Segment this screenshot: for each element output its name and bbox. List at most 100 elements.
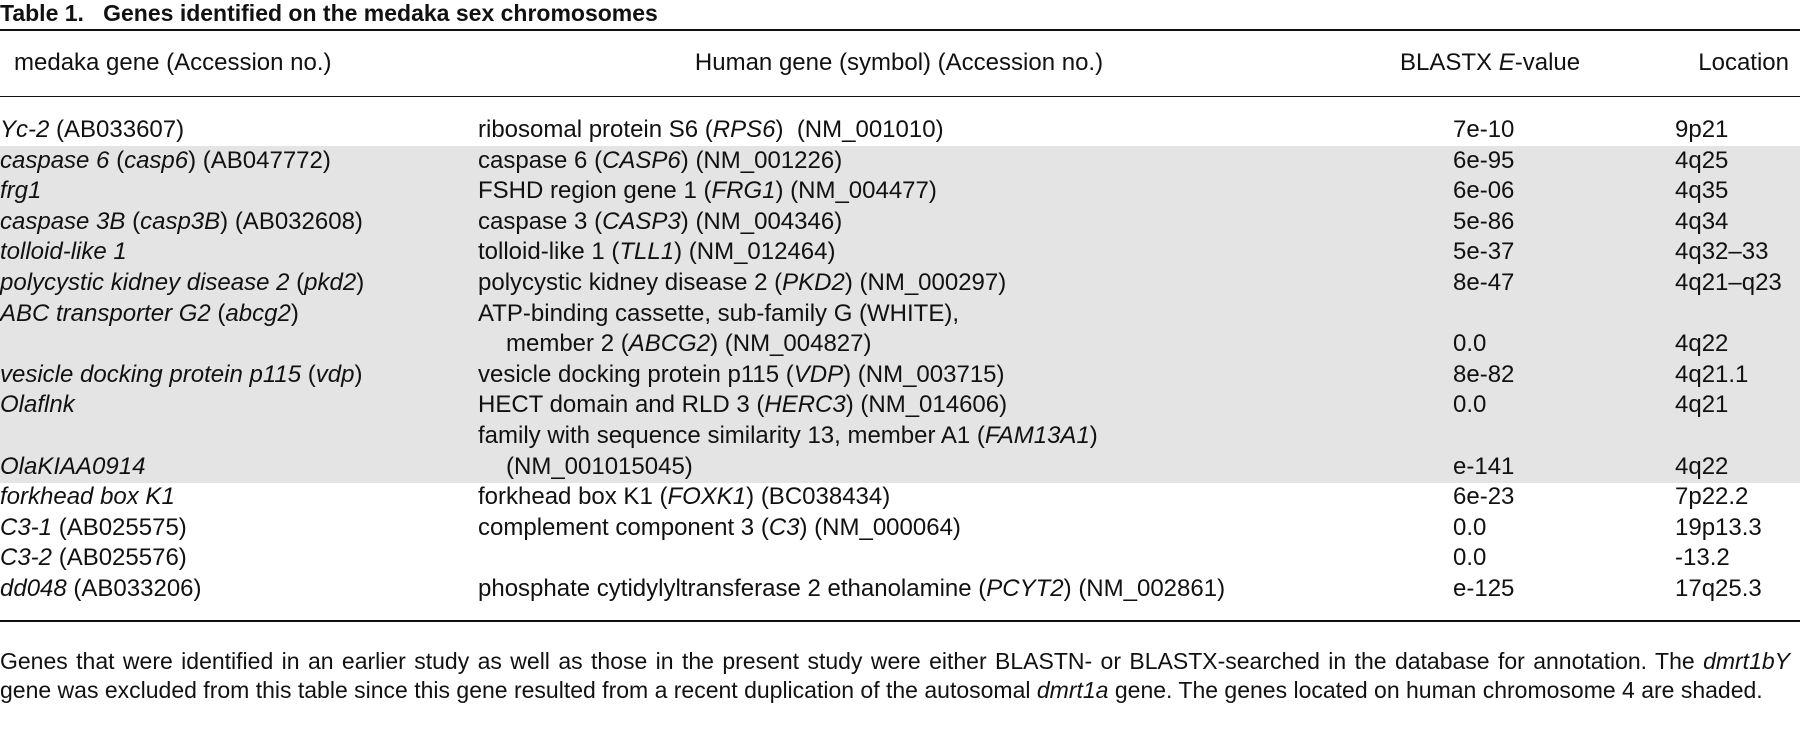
table-cell: vesicle docking protein p115 (vdp) — [0, 360, 362, 391]
text-run: ) (NM_003715) — [843, 360, 1005, 388]
text-run: FRG1 — [711, 177, 776, 205]
table-cell: tolloid-like 1 — [0, 237, 127, 268]
text-run: casp6 — [124, 146, 189, 174]
text-run: ) (NM_014606) — [845, 391, 1008, 419]
row-shading — [0, 359, 1800, 391]
text-run: ( — [301, 360, 316, 388]
text-run: caspase 3 ( — [478, 207, 603, 235]
table-cell: C3-1 (AB025575) — [0, 513, 187, 544]
row-shading — [0, 390, 1800, 422]
text-run: vesicle docking protein p115 — [0, 360, 302, 388]
table-cell: phosphate cytidylyltransferase 2 ethanol… — [478, 574, 1225, 605]
table-cell: 0.0 — [1453, 544, 1487, 572]
text-run: pkd2 — [304, 269, 357, 296]
text-run: ) — [1089, 422, 1098, 449]
text-run: HECT domain and RLD 3 ( — [478, 391, 765, 419]
table-cell: 4q21–q23 — [1675, 269, 1782, 296]
text-run: ) (NM_004827) — [710, 330, 872, 358]
text-run: ) — [290, 299, 299, 327]
table-cell: polycystic kidney disease 2 (PKD2) (NM_0… — [478, 268, 1006, 299]
table-cell: OlaKIAA0914 — [0, 452, 145, 483]
row-shading — [0, 145, 1800, 177]
table-cell: family with sequence similarity 13, memb… — [478, 421, 1098, 452]
text-run: forkhead box K1 — [0, 483, 175, 511]
table-cell: 0.0 — [1453, 330, 1487, 358]
table-cell: 19p13.3 — [1675, 513, 1762, 541]
table-cell: 6e-23 — [1453, 483, 1515, 511]
table-cell: member 2 (ABCG2) (NM_004827) — [506, 329, 871, 360]
table-cell: complement component 3 (C3) (NM_000064) — [478, 513, 961, 544]
table-cell: 8e-47 — [1453, 269, 1515, 296]
text-run: RPS6 — [712, 116, 776, 143]
text-run: BLASTX — [1400, 48, 1499, 76]
text-run: FAM13A1 — [984, 422, 1090, 449]
table-cell: 4q32–33 — [1675, 238, 1769, 266]
table-cell: 0.0 — [1453, 391, 1487, 419]
text-run: tolloid-like 1 ( — [478, 238, 620, 266]
bottom-rule — [0, 620, 1800, 622]
header-rule — [0, 96, 1800, 97]
table-cell: caspase 6 (CASP6) (NM_001226) — [478, 146, 842, 177]
table-cell: 4q22 — [1675, 330, 1729, 358]
table-cell: 4q21.1 — [1675, 360, 1749, 388]
table-cell: forkhead box K1 (FOXK1) (BC038434) — [478, 482, 890, 513]
table-cell: 7p22.2 — [1675, 483, 1749, 511]
text-run: caspase 6 — [0, 146, 110, 174]
text-run: TLL1 — [619, 238, 675, 266]
text-run: ABC transporter G2 — [0, 299, 211, 327]
table-cell: Olaflnk — [0, 390, 75, 421]
text-run: family with sequence similarity 13, memb… — [478, 422, 985, 449]
text-run: gene. The genes located on human chromos… — [1108, 677, 1763, 703]
text-run: ) (AB047772) — [188, 146, 331, 174]
text-run: gene was excluded from this table since … — [0, 677, 1037, 703]
text-run: ) (AB032608) — [220, 207, 363, 235]
text-run: caspase 6 ( — [478, 146, 603, 174]
text-run: Genes that were identified in an earlier… — [0, 648, 1704, 674]
text-run: tolloid-like 1 — [0, 238, 127, 266]
table-cell: frg1 — [0, 176, 41, 207]
row-shading — [0, 237, 1800, 269]
table-cell: tolloid-like 1 (TLL1) (NM_012464) — [478, 237, 836, 268]
table-cell: caspase 3B (casp3B) (AB032608) — [0, 207, 363, 238]
text-run: ) (NM_000064) — [799, 513, 961, 541]
text-run: CASP6 — [602, 146, 681, 174]
text-run: FSHD region gene 1 ( — [478, 177, 712, 205]
text-run: Olaflnk — [0, 391, 75, 419]
table-cell: forkhead box K1 — [0, 482, 175, 513]
text-run: OlaKIAA0914 — [0, 452, 146, 480]
table-cell: FSHD region gene 1 (FRG1) (NM_004477) — [478, 176, 937, 207]
text-run: ) (NM_001226) — [680, 146, 843, 174]
text-run: ( — [210, 299, 226, 327]
text-run: frg1 — [0, 177, 42, 205]
table-cell: e-141 — [1453, 452, 1515, 480]
text-run: ) (NM_004346) — [680, 207, 843, 235]
table-cell: C3-2 (AB025576) — [0, 543, 187, 574]
text-run: ( — [109, 146, 125, 174]
table-caption: Table 1. Genes identified on the medaka … — [0, 0, 658, 26]
table-cell: 4q35 — [1675, 177, 1729, 205]
text-run: (AB025576) — [52, 544, 187, 572]
table-cell: e-125 — [1453, 575, 1515, 602]
text-run: ) (NM_002861) — [1063, 575, 1226, 602]
text-run: VDP — [793, 360, 844, 388]
column-header: Human gene (symbol) (Accession no.) — [694, 48, 1104, 76]
table-cell: 4q34 — [1675, 207, 1729, 235]
table-cell: ATP-binding cassette, sub-family G (WHIT… — [478, 299, 960, 327]
column-header: BLASTX E-value — [1400, 48, 1580, 79]
text-run: ) (NM_012464) — [674, 238, 836, 266]
text-run: C3-2 — [0, 544, 53, 572]
text-run: casp3B — [140, 207, 221, 235]
row-shading — [0, 421, 1800, 483]
text-run: polycystic kidney disease 2 — [0, 269, 290, 296]
table-cell: polycystic kidney disease 2 (pkd2) — [0, 268, 364, 299]
row-shading — [0, 206, 1800, 238]
text-run: (AB033206) — [66, 575, 202, 602]
text-run: FOXK1 — [667, 483, 747, 511]
footnote: Genes that were identified in an earlier… — [0, 647, 1790, 705]
text-run: member 2 ( — [506, 330, 629, 358]
text-run: caspase 3B — [0, 207, 126, 235]
text-run: forkhead box K1 ( — [478, 483, 668, 511]
table-cell: 9p21 — [1675, 116, 1729, 143]
table-title: Genes identified on the medaka sex chrom… — [103, 0, 658, 26]
